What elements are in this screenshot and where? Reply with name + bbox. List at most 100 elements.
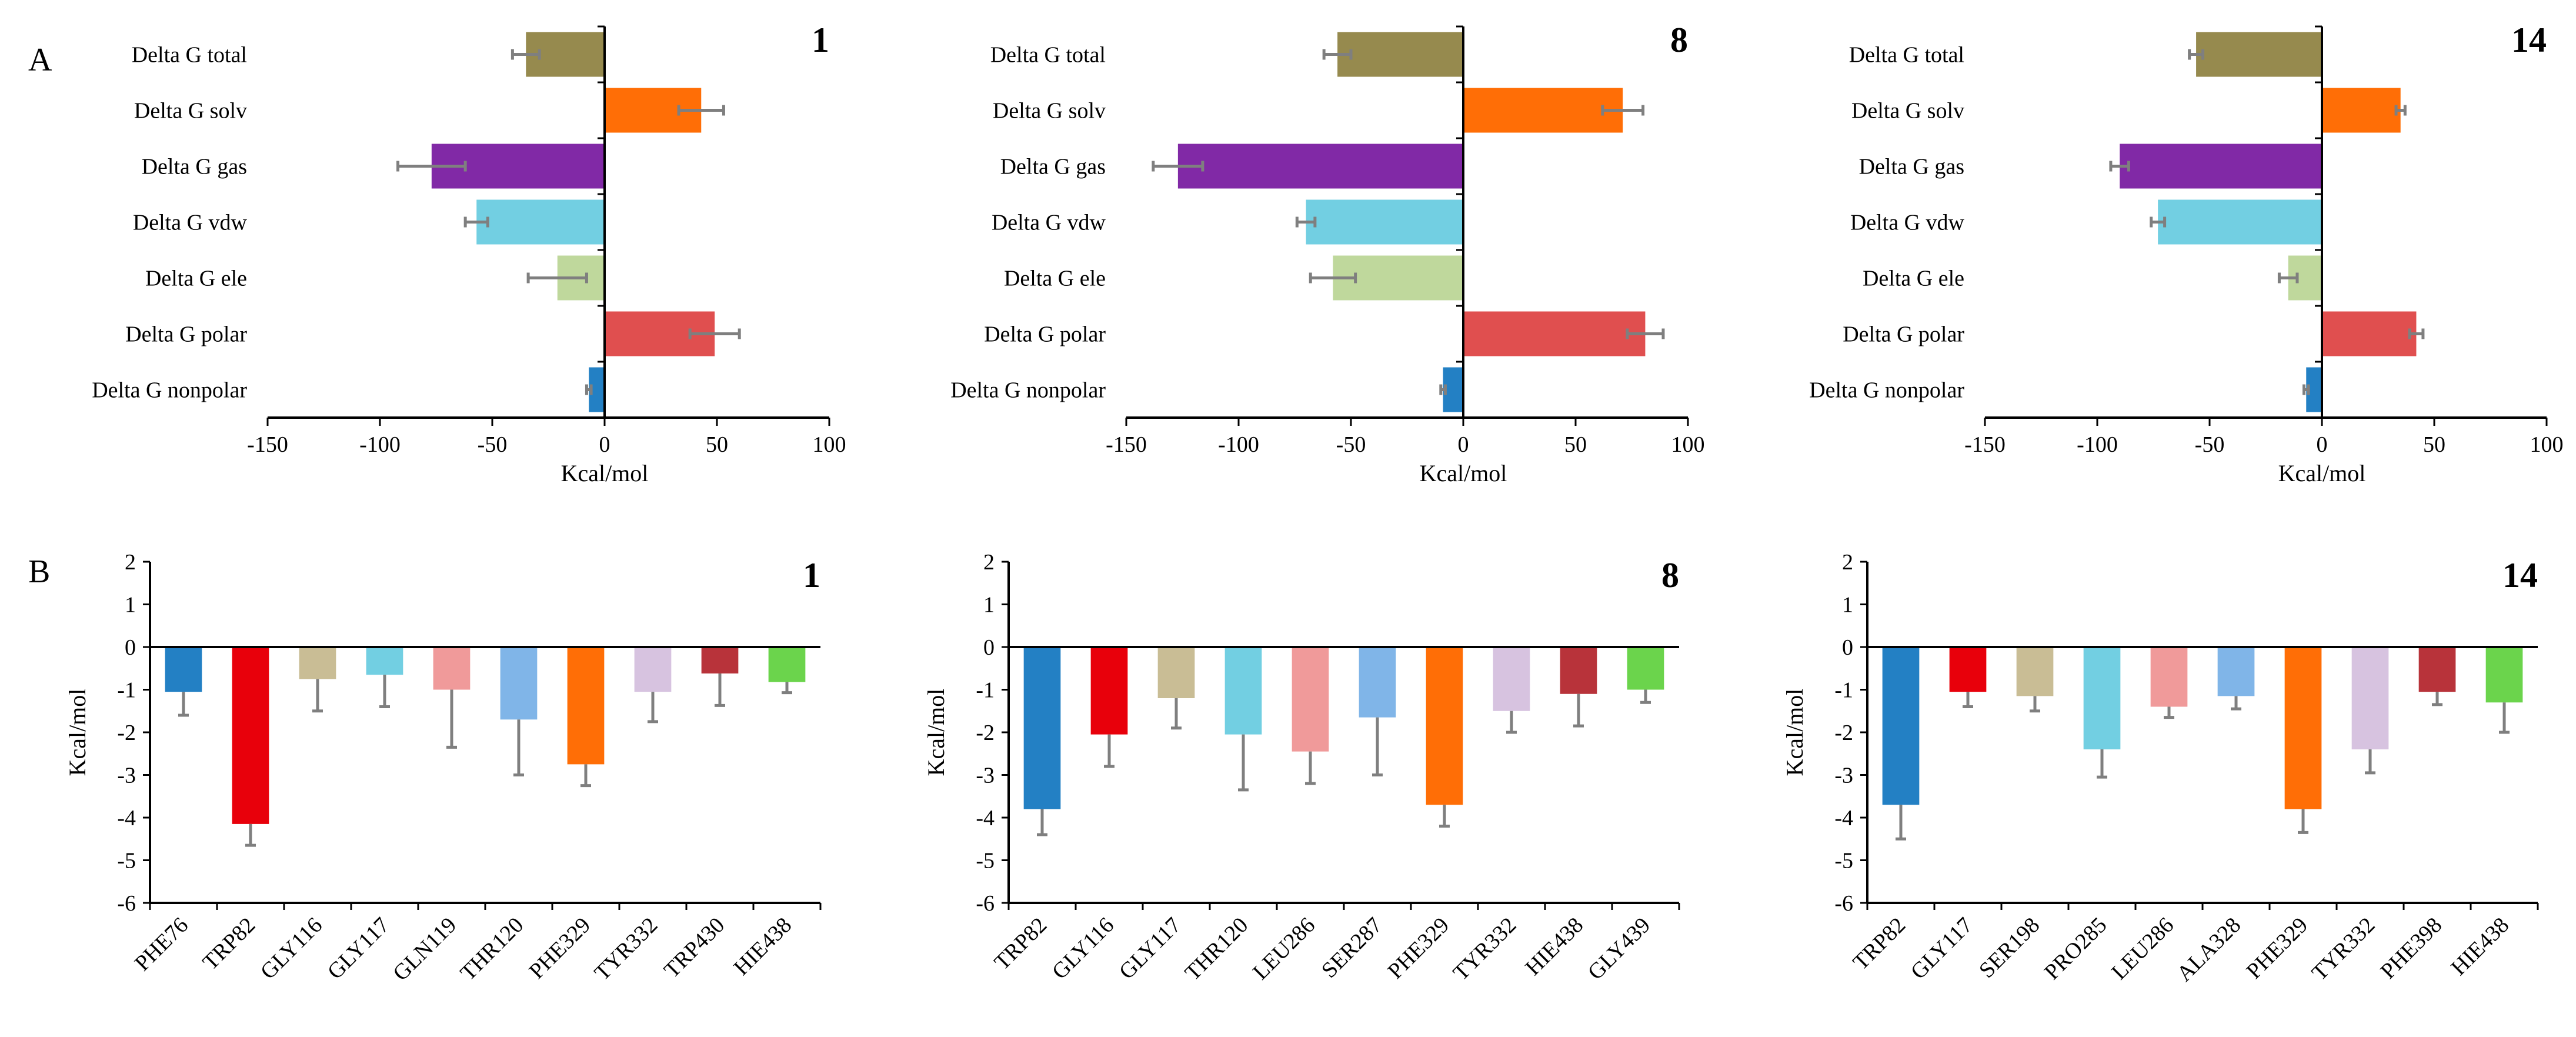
category-label: GLY117 bbox=[1115, 913, 1186, 985]
x-tick-label: 0 bbox=[2317, 432, 2328, 457]
y-tick-label: -4 bbox=[117, 806, 136, 831]
y-tick-label: 1 bbox=[983, 593, 995, 618]
bar bbox=[2284, 647, 2322, 809]
bar bbox=[232, 647, 269, 824]
chart-a1: Delta G total Delta G solv Delta G gas Delt… bbox=[92, 21, 846, 486]
chart-a8: Delta G total Delta G solv Delta G gas Delt… bbox=[950, 21, 1704, 486]
bar bbox=[1306, 199, 1463, 245]
category-label: Delta G gas bbox=[142, 155, 247, 179]
bar bbox=[1949, 647, 1987, 692]
x-tick-label: -150 bbox=[1106, 432, 1147, 457]
y-tick-label: -3 bbox=[976, 763, 995, 788]
chart-title: 8 bbox=[1670, 21, 1688, 59]
panel-label-b: B bbox=[28, 553, 51, 590]
bar bbox=[1882, 647, 1920, 805]
category-label: TRP82 bbox=[198, 913, 261, 975]
y-tick-label: -5 bbox=[1834, 849, 1853, 873]
category-label: PHE329 bbox=[525, 913, 596, 984]
bar bbox=[476, 199, 605, 245]
bar bbox=[1224, 647, 1262, 735]
x-tick-label: 50 bbox=[1564, 432, 1587, 457]
category-label: Delta G ele bbox=[145, 266, 247, 291]
y-tick-label: -2 bbox=[117, 721, 136, 745]
bar bbox=[1426, 647, 1463, 805]
x-tick-label: 0 bbox=[1458, 432, 1469, 457]
bar bbox=[2083, 647, 2121, 749]
bar bbox=[2217, 647, 2255, 696]
y-axis-label: Kcal/mol bbox=[1781, 689, 1808, 776]
category-label: Delta G vdw bbox=[992, 211, 1106, 235]
y-tick-label: -6 bbox=[1834, 891, 1853, 916]
category-label: Delta G total bbox=[990, 43, 1106, 68]
category-label: GLY116 bbox=[1047, 913, 1119, 985]
x-tick-label: 0 bbox=[599, 432, 610, 457]
y-tick-label: -2 bbox=[976, 721, 995, 745]
category-label: Delta G polar bbox=[984, 322, 1106, 347]
bar bbox=[299, 647, 336, 679]
category-label: PRO285 bbox=[2040, 913, 2111, 985]
category-label: LEU286 bbox=[1248, 913, 1320, 985]
bar bbox=[1359, 647, 1396, 718]
x-axis-label: Kcal/mol bbox=[1420, 460, 1507, 486]
x-tick-label: 100 bbox=[2530, 432, 2564, 457]
category-label: Delta G vdw bbox=[133, 211, 248, 235]
bar bbox=[1493, 647, 1530, 711]
x-tick-label: -50 bbox=[2195, 432, 2225, 457]
bar bbox=[366, 647, 403, 675]
bar bbox=[1463, 311, 1646, 356]
category-label: TRP82 bbox=[1848, 913, 1911, 975]
y-axis-label: Kcal/mol bbox=[923, 689, 949, 776]
category-label: Delta G ele bbox=[1863, 266, 1964, 291]
y-tick-label: 2 bbox=[983, 550, 995, 575]
y-tick-label: -5 bbox=[976, 849, 995, 873]
bar bbox=[2196, 32, 2322, 77]
chart-a14: Delta G total Delta G solv Delta G gas Delt… bbox=[1809, 21, 2564, 486]
x-tick-label: -150 bbox=[1964, 432, 2006, 457]
bar bbox=[1177, 144, 1463, 189]
bar bbox=[165, 647, 202, 692]
y-tick-label: -5 bbox=[117, 849, 136, 873]
category-label: TYR332 bbox=[590, 913, 663, 986]
x-tick-label: -100 bbox=[2077, 432, 2118, 457]
bar bbox=[2016, 647, 2054, 696]
category-label: Delta G solv bbox=[134, 99, 247, 124]
y-tick-label: -1 bbox=[976, 678, 995, 703]
category-label: ALA328 bbox=[2172, 913, 2245, 986]
y-tick-label: -6 bbox=[117, 891, 136, 916]
category-label: Delta G polar bbox=[1843, 322, 1964, 347]
bar bbox=[768, 647, 806, 682]
bar bbox=[433, 647, 471, 690]
bar bbox=[2351, 647, 2389, 749]
bar bbox=[2120, 144, 2322, 189]
category-label: Delta G solv bbox=[993, 99, 1106, 124]
chart-b8: TRP82GLY116GLY117THR120LEU286SER287PHE32… bbox=[923, 550, 1680, 985]
y-tick-label: 0 bbox=[1842, 635, 1853, 660]
category-label: SER198 bbox=[1974, 913, 2044, 983]
bar bbox=[634, 647, 672, 692]
x-tick-label: 100 bbox=[813, 432, 846, 457]
y-tick-label: 2 bbox=[1842, 550, 1853, 575]
category-label: GLY439 bbox=[1583, 913, 1656, 985]
chart-title: 14 bbox=[2502, 556, 2538, 595]
category-label: Delta G ele bbox=[1004, 266, 1106, 291]
x-axis-label: Kcal/mol bbox=[561, 460, 649, 486]
panel-label-a: A bbox=[28, 42, 52, 78]
category-label: PHE329 bbox=[2242, 913, 2313, 984]
category-label: GLY116 bbox=[256, 913, 328, 985]
y-tick-label: -1 bbox=[117, 678, 136, 703]
x-tick-label: -150 bbox=[247, 432, 288, 457]
x-tick-label: -50 bbox=[478, 432, 508, 457]
chart-title: 1 bbox=[812, 21, 829, 59]
chart-title: 1 bbox=[803, 556, 820, 595]
y-tick-label: 0 bbox=[983, 635, 995, 660]
bar bbox=[500, 647, 538, 720]
bar bbox=[701, 647, 739, 673]
category-label: Delta G polar bbox=[125, 322, 247, 347]
category-label: SER287 bbox=[1317, 913, 1387, 983]
category-label: TRP82 bbox=[990, 913, 1052, 975]
category-label: Delta G nonpolar bbox=[950, 378, 1106, 403]
bar bbox=[1560, 647, 1597, 694]
bar bbox=[2158, 199, 2322, 245]
x-axis-label: Kcal/mol bbox=[2278, 460, 2366, 486]
